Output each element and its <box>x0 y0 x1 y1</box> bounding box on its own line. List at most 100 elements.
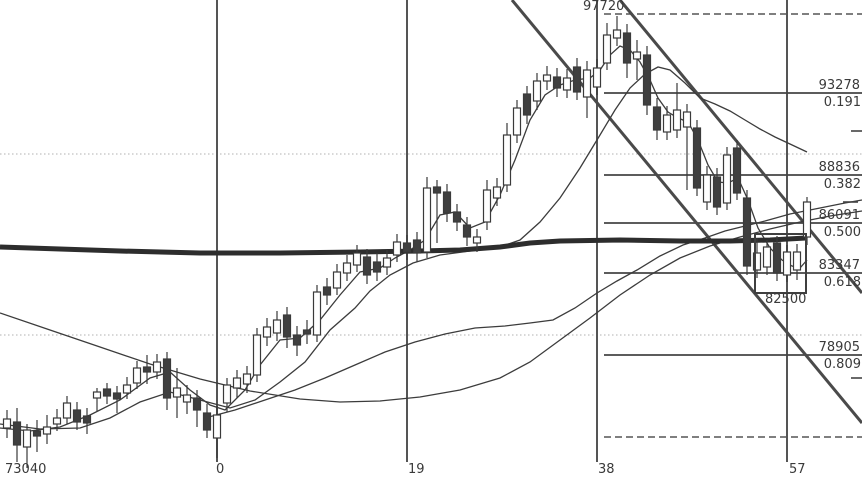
candle-body <box>652 106 662 131</box>
candle-body <box>672 109 682 131</box>
candle-body <box>52 417 62 425</box>
candle-body <box>172 387 182 398</box>
candle-body <box>162 358 172 399</box>
candle-body <box>302 329 312 335</box>
fib-price-label-0382: 88836 <box>818 160 860 175</box>
candle-body <box>802 201 812 238</box>
candle-body <box>472 236 482 244</box>
candle-body <box>32 430 42 437</box>
candle-body <box>192 397 202 411</box>
candle-body <box>512 107 522 136</box>
fib-ratio-label-0618: 0.618 <box>823 275 861 290</box>
candle-body <box>352 252 362 266</box>
fib-price-label-0500: 86091 <box>818 208 860 223</box>
candle-body <box>442 191 452 214</box>
candle-body <box>332 271 342 289</box>
fib-ratio-label-0809: 0.809 <box>823 357 861 372</box>
candle-body <box>622 32 632 64</box>
candle-body <box>272 319 282 334</box>
candle-body <box>522 93 532 116</box>
candle-body <box>112 392 122 400</box>
candle-body <box>682 111 692 128</box>
candle-body <box>72 409 82 423</box>
candle-body <box>42 426 52 435</box>
candle-body <box>222 384 232 404</box>
trend-channel-line <box>618 0 862 294</box>
fib-price-label-0618: 83347 <box>818 258 860 273</box>
candle-body <box>382 257 392 268</box>
candle-body <box>782 251 792 276</box>
high-price-label: 97720 <box>583 0 625 14</box>
candle-body <box>762 246 772 268</box>
fib-ratio-label-0382: 0.382 <box>823 177 861 192</box>
x-axis-tick-0: 0 <box>216 462 225 477</box>
ma-fast-line <box>0 45 808 432</box>
candle-body <box>542 74 552 82</box>
candle-body <box>22 429 32 448</box>
candle-body <box>462 224 472 238</box>
candle-body <box>502 134 512 186</box>
candle-body <box>642 54 652 106</box>
x-axis-tick-19: 19 <box>408 462 425 477</box>
candle-body <box>252 334 262 376</box>
candle-body <box>702 174 712 203</box>
candle-body <box>202 412 212 431</box>
candle-body <box>122 384 132 394</box>
candle-body <box>492 186 502 199</box>
low-price-label: 73040 <box>5 462 47 477</box>
fib-price-label-0809: 78905 <box>818 340 860 355</box>
candle-body <box>92 391 102 399</box>
candle-body <box>82 415 92 424</box>
candle-body <box>632 51 642 60</box>
candle-body <box>532 80 542 102</box>
candle-body <box>322 286 332 296</box>
candle-body <box>562 77 572 91</box>
candle-body <box>582 69 592 98</box>
candle-body <box>722 154 732 204</box>
candle-body <box>732 147 742 194</box>
candle-body <box>432 186 442 194</box>
x-axis-tick-57: 57 <box>789 462 806 477</box>
candle-body <box>572 66 582 93</box>
candle-body <box>232 377 242 389</box>
candle-body <box>312 291 322 336</box>
candle-body <box>792 251 802 271</box>
x-axis-tick-38: 38 <box>598 462 615 477</box>
candle-body <box>592 67 602 88</box>
candle-body <box>412 239 422 254</box>
candle-body <box>182 394 192 403</box>
candle-body <box>12 421 22 446</box>
candle-body <box>772 242 782 274</box>
candle-body <box>742 197 752 267</box>
candle-body <box>612 29 622 39</box>
ma-thick-line <box>0 235 807 256</box>
candle-body <box>102 388 112 397</box>
candle-body <box>242 373 252 385</box>
candle-body <box>262 326 272 338</box>
candle-body <box>662 114 672 133</box>
candle-body <box>692 127 702 189</box>
candle-body <box>602 34 612 64</box>
candle-body <box>2 418 12 429</box>
candle-body <box>342 262 352 274</box>
candle-body <box>452 211 462 223</box>
fib-ratio-label-0191: 0.191 <box>823 95 861 110</box>
box-price-label: 82500 <box>765 292 807 307</box>
candle-body <box>152 361 162 373</box>
candle-body <box>142 366 152 373</box>
candle-body <box>132 367 142 384</box>
price-box-annotation[interactable] <box>754 233 807 294</box>
candle-body <box>712 176 722 208</box>
candle-body <box>282 314 292 338</box>
fib-price-label-0191: 93278 <box>818 78 860 93</box>
candle-body <box>402 242 412 253</box>
candle-body <box>552 76 562 89</box>
candle-body <box>212 414 222 439</box>
ma-slow-line <box>204 199 862 419</box>
trend-channel-line <box>510 0 862 424</box>
candle-body <box>362 256 372 276</box>
candle-body <box>752 252 762 271</box>
candle-body <box>392 241 402 256</box>
